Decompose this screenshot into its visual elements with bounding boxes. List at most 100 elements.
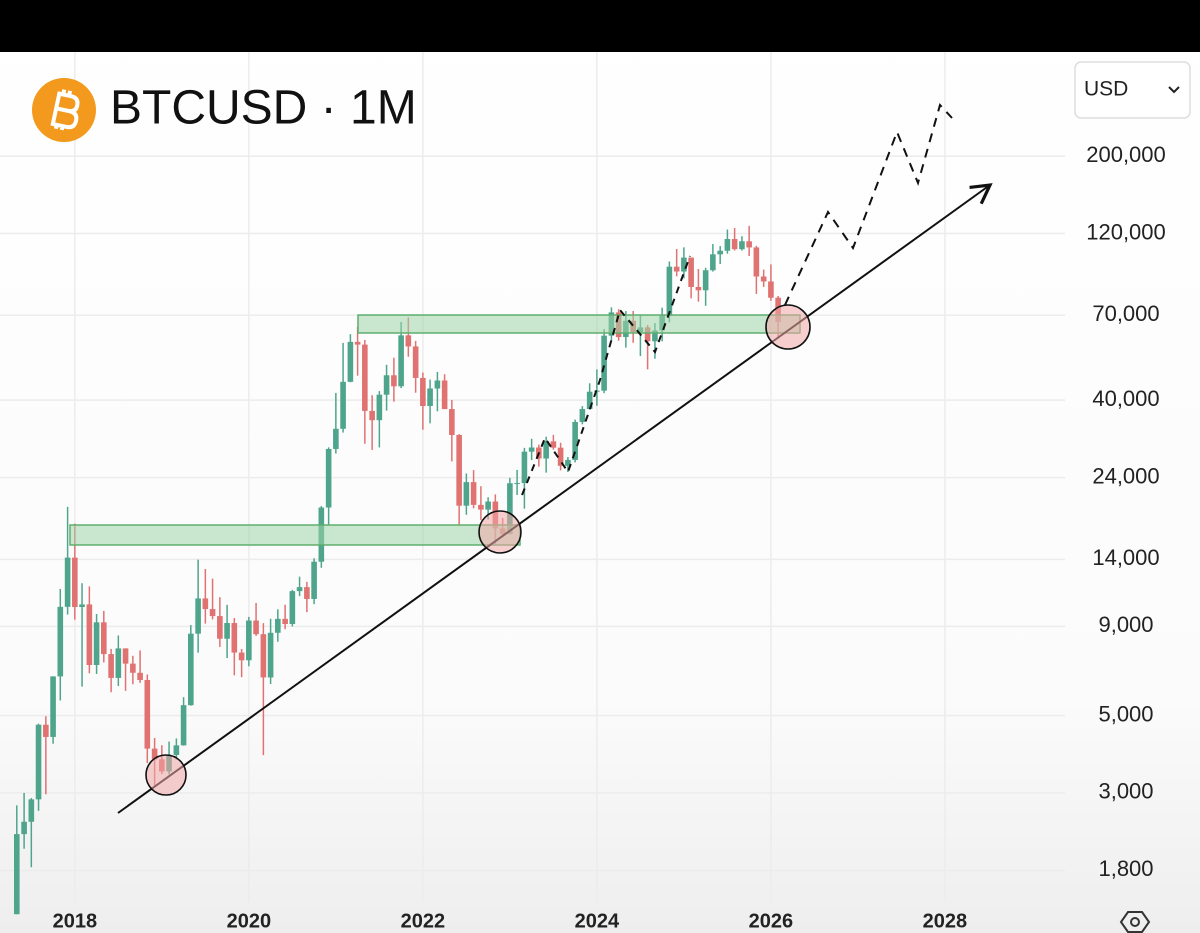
- candle-body: [673, 266, 680, 272]
- candle-body: [514, 483, 520, 485]
- settings-dot[interactable]: [1130, 917, 1140, 927]
- candle-body: [369, 410, 375, 421]
- candle-body: [739, 241, 745, 250]
- candle-body: [420, 377, 426, 407]
- candle-body: [253, 620, 259, 635]
- candle-body: [528, 447, 535, 452]
- y-tick-label: 9,000: [1098, 612, 1153, 637]
- touch-circle: [145, 754, 187, 796]
- candle-body: [753, 247, 760, 277]
- candle-body: [550, 441, 557, 448]
- candle-body: [521, 451, 528, 484]
- candle-body: [275, 618, 281, 633]
- candle-body: [376, 394, 383, 421]
- candle-body: [507, 483, 513, 535]
- candle-body: [217, 616, 223, 639]
- candle-body: [35, 724, 42, 800]
- candle-body: [398, 335, 404, 387]
- y-tick-label: 24,000: [1092, 463, 1159, 488]
- candle-body: [130, 663, 136, 673]
- candle-body: [246, 620, 252, 661]
- candle-body: [21, 821, 27, 835]
- candle-body: [79, 604, 85, 608]
- candle-body: [333, 428, 339, 449]
- candle-body: [485, 501, 491, 510]
- candle-body: [681, 257, 687, 272]
- candle-body: [557, 447, 564, 466]
- candle-body: [746, 241, 752, 248]
- candle-body: [463, 482, 470, 506]
- symbol-logo: [32, 78, 96, 142]
- y-tick-label: 3,000: [1098, 779, 1153, 804]
- candle-body: [13, 834, 20, 915]
- x-tick-label: 2020: [227, 910, 272, 932]
- candle-body: [652, 330, 658, 342]
- x-tick-label: 2028: [923, 910, 968, 932]
- candle-body: [441, 380, 448, 410]
- y-tick-label: 200,000: [1086, 142, 1166, 167]
- candle-body: [347, 341, 354, 382]
- candle-body: [427, 388, 433, 407]
- candle-body: [64, 557, 71, 607]
- candle-body: [57, 606, 64, 677]
- candle-body: [122, 648, 129, 664]
- candle-body: [449, 409, 455, 435]
- y-tick-label: 120,000: [1086, 219, 1166, 244]
- candle-body: [43, 724, 49, 737]
- candles: [13, 225, 781, 915]
- candle-body: [362, 344, 368, 411]
- candle-body: [238, 652, 245, 661]
- settings-icon[interactable]: [1119, 911, 1151, 933]
- btc-glyph: [50, 89, 80, 131]
- candle-body: [115, 648, 122, 678]
- x-tick-label: 2018: [53, 910, 98, 932]
- candle-body: [224, 623, 230, 639]
- candle-body: [710, 254, 716, 271]
- candle-body: [601, 335, 607, 391]
- candle-body: [702, 270, 709, 291]
- dropdown-box[interactable]: [1074, 61, 1191, 119]
- candle-body: [289, 591, 296, 625]
- candle-body: [86, 604, 93, 666]
- candle-body: [586, 391, 593, 410]
- candle-body: [72, 557, 78, 608]
- candle-body: [391, 375, 397, 387]
- candle-body: [282, 618, 288, 625]
- candle-body: [296, 587, 303, 592]
- candle-body: [565, 459, 571, 466]
- candle-body: [768, 281, 774, 298]
- drawings: [69, 103, 993, 814]
- candle-body: [209, 609, 216, 617]
- candle-body: [579, 409, 586, 422]
- candle-body: [478, 504, 484, 510]
- settings-hex[interactable]: [1119, 911, 1151, 933]
- candle-body: [50, 676, 56, 737]
- candle-body: [695, 286, 702, 291]
- chevron[interactable]: [1168, 86, 1180, 94]
- y-tick-label: 5,000: [1098, 701, 1153, 726]
- currency-dropdown[interactable]: USD: [1074, 61, 1191, 119]
- candle-body: [311, 561, 317, 599]
- candle-body: [760, 276, 767, 282]
- currency-label[interactable]: USD: [1084, 78, 1128, 101]
- candle-body: [28, 799, 35, 822]
- candle-body: [688, 257, 694, 287]
- candle-body: [267, 632, 274, 678]
- candle-body: [572, 421, 578, 460]
- candle-body: [470, 482, 477, 505]
- x-tick-label: 2022: [401, 910, 446, 932]
- candle-body: [108, 654, 114, 678]
- candle-body: [717, 250, 723, 255]
- candle-body: [543, 441, 549, 459]
- y-tick-label: 70,000: [1092, 301, 1159, 326]
- candle-body: [144, 679, 151, 749]
- candle-body: [456, 434, 462, 506]
- chart-title: BTCUSD · 1M: [110, 82, 417, 135]
- candle-body: [644, 327, 651, 342]
- candle-body: [137, 672, 143, 680]
- candle-body: [724, 239, 731, 251]
- y-tick-label: 1,800: [1098, 856, 1153, 881]
- y-tick-label: 14,000: [1092, 545, 1159, 570]
- support-zone: [69, 524, 521, 546]
